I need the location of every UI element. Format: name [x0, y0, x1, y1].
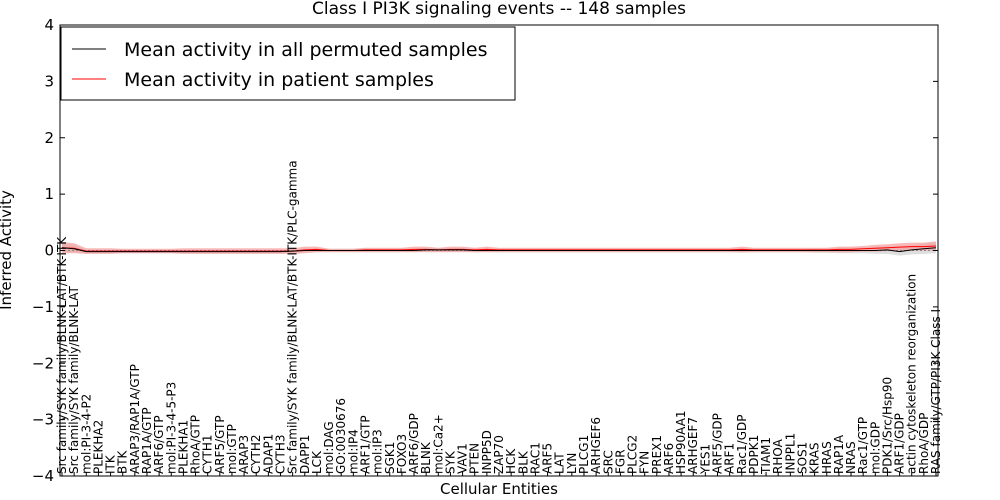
- y-tick-label: −4: [32, 467, 54, 485]
- chart-title: Class I PI3K signaling events -- 148 sam…: [312, 0, 686, 19]
- x-tick-label: ARF5/GDP: [711, 413, 725, 474]
- x-tick-label: GO:0030676: [334, 398, 348, 474]
- x-tick-label: FOXO3: [395, 434, 409, 474]
- legend-label-permuted: Mean activity in all permuted samples: [124, 39, 487, 61]
- x-tick-label: PLCG2: [626, 435, 640, 474]
- x-tick-label: mol:PI-3-4-5-P3: [164, 382, 178, 474]
- x-tick-label: SRC: [601, 450, 615, 474]
- x-tick-label: ARHGEF7: [686, 417, 700, 474]
- x-tick-label: mol:PI-3-4-P2: [79, 394, 93, 474]
- x-tick-label: mol:GTP: [225, 424, 239, 474]
- x-tick-label: LCK: [310, 450, 324, 474]
- x-tick-label: Src family/SYK family/BLNK-LAT/BTK-ITK: [55, 236, 69, 474]
- x-tick-label: ARF5: [541, 443, 555, 474]
- x-tick-label: LAT: [553, 452, 567, 474]
- x-tick-label: PDPK1: [747, 435, 761, 474]
- x-tick-label: PTEN: [468, 443, 482, 474]
- y-tick-label: −1: [32, 298, 54, 316]
- x-tick-label: ARF5/GTP: [213, 415, 227, 474]
- x-tick-label: Rac1/GDP: [735, 415, 749, 474]
- x-tick-label: ARF6: [662, 443, 676, 474]
- x-tick-label: PLEKHA1: [176, 420, 190, 474]
- x-tick-label: RhoA/GTP: [189, 415, 203, 474]
- legend: Mean activity in all permuted samples Me…: [60, 26, 516, 101]
- x-tick-label: DAPP1: [298, 435, 312, 474]
- x-tick-label: RhoA/GDP: [917, 413, 931, 474]
- x-tick-label: KRAS: [808, 442, 822, 474]
- x-tick-label: BLNK: [419, 441, 433, 474]
- y-tick-label: 0: [44, 242, 54, 260]
- x-tick-label: Src family/SYK family/BLNK-LAT/BTK-ITK/P…: [286, 160, 300, 474]
- x-tick-label: RAP1A: [832, 434, 846, 474]
- confidence-bands: [62, 241, 936, 256]
- x-tick-label: ARF6/GTP: [152, 415, 166, 474]
- x-tick-label: ARF1/GDP: [893, 413, 907, 474]
- x-tick-label: HCK: [504, 448, 518, 474]
- x-tick-label: ARHGEF6: [589, 417, 603, 474]
- x-tick-label: mol:Ca2+: [431, 414, 445, 474]
- x-tick-label: ZAP70: [492, 435, 506, 474]
- series-lines: [60, 245, 938, 253]
- x-tick-label: FYN: [638, 451, 652, 474]
- x-tick-label: CYTH3: [274, 435, 288, 475]
- x-tick-label: RAC1: [528, 442, 542, 474]
- y-tick-label: 4: [44, 16, 54, 34]
- x-tick-label: HRAS: [820, 441, 834, 474]
- x-tick-label: RAS family/GTP/PI3K Class I: [929, 309, 943, 474]
- series-line-permuted: [61, 247, 937, 253]
- x-tick-label: mol:IP4: [346, 429, 360, 474]
- x-tick-label: mol:DAG: [322, 421, 336, 474]
- x-tick-label: RHOA: [771, 438, 785, 474]
- x-tick-label: INPP5D: [480, 430, 494, 474]
- x-tick-label: LYN: [565, 453, 579, 474]
- x-tick-label: PLCG1: [577, 435, 591, 474]
- x-tick-label: INPPL1: [783, 433, 797, 474]
- x-tick-label: TIAM1: [759, 437, 773, 475]
- x-tick-label: VAV1: [456, 443, 470, 474]
- x-tick-label: HSP90AA1: [674, 410, 688, 474]
- x-axis-label: Cellular Entities: [440, 480, 558, 498]
- x-tick-label: ITK: [104, 454, 118, 474]
- x-tick-label: BTK: [116, 449, 130, 474]
- x-tick-label: PLEKHA2: [91, 420, 105, 474]
- x-tick-label: ARAP3: [237, 435, 251, 474]
- legend-box: [60, 26, 516, 101]
- x-tick-label: NRAS: [844, 441, 858, 474]
- x-tick-label: ADAP1: [261, 434, 275, 474]
- x-tick-label: mol:IP3: [371, 429, 385, 474]
- x-tick-label: ARF1: [723, 443, 737, 474]
- legend-label-patient: Mean activity in patient samples: [124, 69, 434, 91]
- x-tick-label: CYTH1: [201, 435, 215, 475]
- x-tick-label: SGK1: [383, 442, 397, 474]
- y-tick-label: 1: [44, 185, 54, 203]
- x-tick-label: FGR: [613, 449, 627, 474]
- x-tick-label: Rac1/GTP: [856, 417, 870, 474]
- x-tick-label: PREX1: [650, 435, 664, 474]
- x-tick-label: ARAP3/RAP1A/GTP: [128, 364, 142, 474]
- x-tick-label: CYTH2: [249, 435, 263, 475]
- x-tick-label: BLK: [516, 450, 530, 474]
- y-tick-label: −2: [32, 354, 54, 372]
- y-axis-label: Inferred Activity: [0, 190, 15, 310]
- x-tick-label: actin cytoskeleton reorganization: [905, 274, 919, 474]
- x-tick-label: ARF1/GTP: [359, 415, 373, 474]
- x-tick-label: PDK1/Src/Hsp90: [880, 377, 894, 474]
- x-tick-label: mol:GDP: [868, 422, 882, 474]
- x-tick-label: ARF6/GDP: [407, 413, 421, 474]
- x-tick-label: SOS1: [796, 442, 810, 474]
- y-tick-label: −3: [32, 411, 54, 429]
- x-tick-label: Src family/SYK family/BLNK-LAT: [67, 285, 81, 474]
- y-tick-label: 3: [44, 72, 54, 90]
- x-axis: Src family/SYK family/BLNK-LAT/BTK-ITKSr…: [55, 160, 943, 476]
- y-tick-label: 2: [44, 129, 54, 147]
- y-axis: −4 −3 −2 −1 0 1 2 3 4: [32, 16, 938, 485]
- x-tick-label: YES1: [698, 444, 712, 475]
- x-tick-label: SYK: [443, 450, 457, 474]
- x-tick-label: RAP1A/GTP: [140, 407, 154, 474]
